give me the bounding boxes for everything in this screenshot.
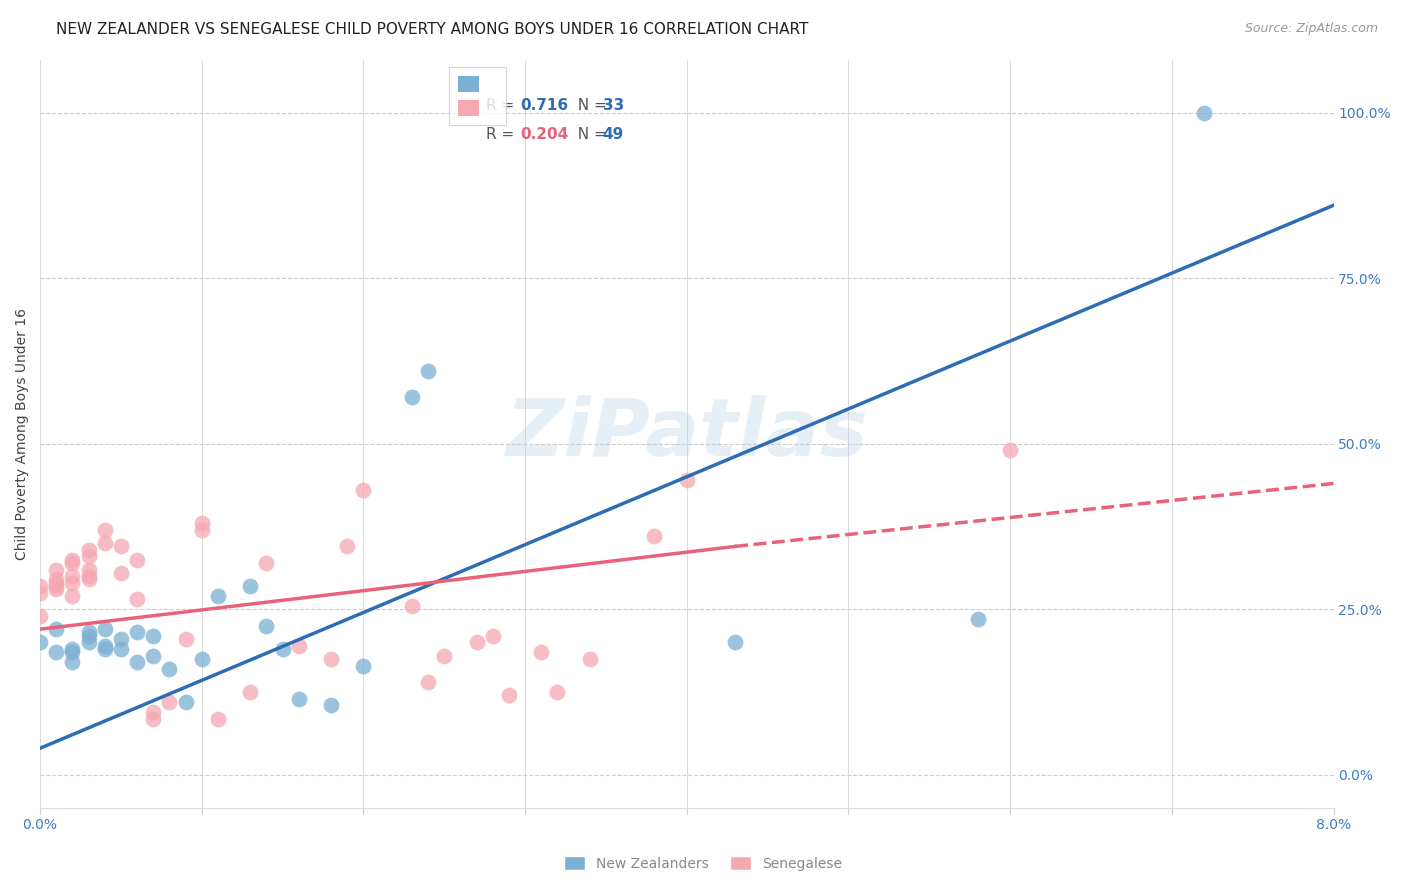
Point	[418, 364, 440, 378]
Point	[998, 443, 1021, 458]
Point	[239, 685, 262, 699]
Point	[45, 573, 67, 587]
Point	[30, 635, 52, 649]
Point	[174, 695, 197, 709]
Point	[401, 390, 423, 404]
Point	[110, 642, 132, 657]
Point	[191, 516, 214, 531]
Point	[159, 662, 181, 676]
Point	[77, 563, 100, 577]
Point	[62, 575, 84, 590]
Point	[191, 523, 214, 537]
Point	[127, 655, 149, 669]
Point	[62, 589, 84, 603]
Point	[288, 691, 311, 706]
Point	[45, 563, 67, 577]
Text: Source: ZipAtlas.com: Source: ZipAtlas.com	[1244, 22, 1378, 36]
Point	[94, 622, 117, 636]
Point	[966, 612, 988, 626]
Point	[62, 556, 84, 570]
Point	[94, 639, 117, 653]
Point	[62, 642, 84, 657]
Point	[62, 645, 84, 659]
Text: 33: 33	[603, 98, 624, 113]
Point	[256, 556, 278, 570]
Point	[256, 619, 278, 633]
Point	[207, 712, 229, 726]
Point	[207, 589, 229, 603]
Point	[239, 579, 262, 593]
Point	[30, 586, 52, 600]
Point	[110, 540, 132, 554]
Point	[127, 552, 149, 566]
Point	[142, 648, 165, 663]
Point	[288, 639, 311, 653]
Point	[77, 635, 100, 649]
Point	[142, 629, 165, 643]
Point	[62, 569, 84, 583]
Point	[481, 629, 503, 643]
Legend:   ,   : ,	[449, 67, 506, 125]
Text: R =: R =	[486, 98, 519, 113]
Point	[271, 642, 294, 657]
Point	[77, 625, 100, 640]
Point	[578, 652, 600, 666]
Point	[498, 689, 520, 703]
Point	[94, 523, 117, 537]
Point	[1192, 105, 1215, 120]
Point	[45, 582, 67, 597]
Text: 49: 49	[603, 127, 624, 142]
Point	[418, 675, 440, 690]
Point	[127, 592, 149, 607]
Point	[142, 705, 165, 719]
Point	[546, 685, 568, 699]
Point	[174, 632, 197, 646]
Point	[45, 645, 67, 659]
Point	[353, 658, 375, 673]
Point	[675, 473, 697, 487]
Point	[77, 569, 100, 583]
Point	[45, 622, 67, 636]
Point	[62, 655, 84, 669]
Point	[465, 635, 488, 649]
Point	[321, 698, 343, 713]
Point	[30, 579, 52, 593]
Point	[336, 540, 359, 554]
Point	[77, 542, 100, 557]
Point	[127, 625, 149, 640]
Point	[643, 529, 665, 543]
Point	[45, 575, 67, 590]
Point	[30, 608, 52, 623]
Point	[530, 645, 553, 659]
Point	[433, 648, 456, 663]
Text: 0.716: 0.716	[520, 98, 568, 113]
Text: N =: N =	[568, 98, 612, 113]
Point	[724, 635, 747, 649]
Point	[77, 573, 100, 587]
Point	[94, 642, 117, 657]
Text: 0.204: 0.204	[520, 127, 568, 142]
Point	[77, 549, 100, 564]
Point	[110, 566, 132, 580]
Text: ZiPatlas: ZiPatlas	[506, 395, 868, 473]
Point	[77, 629, 100, 643]
Text: N =: N =	[568, 127, 612, 142]
Point	[94, 536, 117, 550]
Point	[191, 652, 214, 666]
Point	[159, 695, 181, 709]
Point	[142, 712, 165, 726]
Y-axis label: Child Poverty Among Boys Under 16: Child Poverty Among Boys Under 16	[15, 308, 30, 560]
Point	[321, 652, 343, 666]
Point	[110, 632, 132, 646]
Point	[401, 599, 423, 613]
Point	[353, 483, 375, 497]
Text: R =: R =	[486, 127, 519, 142]
Text: NEW ZEALANDER VS SENEGALESE CHILD POVERTY AMONG BOYS UNDER 16 CORRELATION CHART: NEW ZEALANDER VS SENEGALESE CHILD POVERT…	[56, 22, 808, 37]
Point	[62, 552, 84, 566]
Point	[45, 579, 67, 593]
Legend: New Zealanders, Senegalese: New Zealanders, Senegalese	[558, 850, 848, 876]
